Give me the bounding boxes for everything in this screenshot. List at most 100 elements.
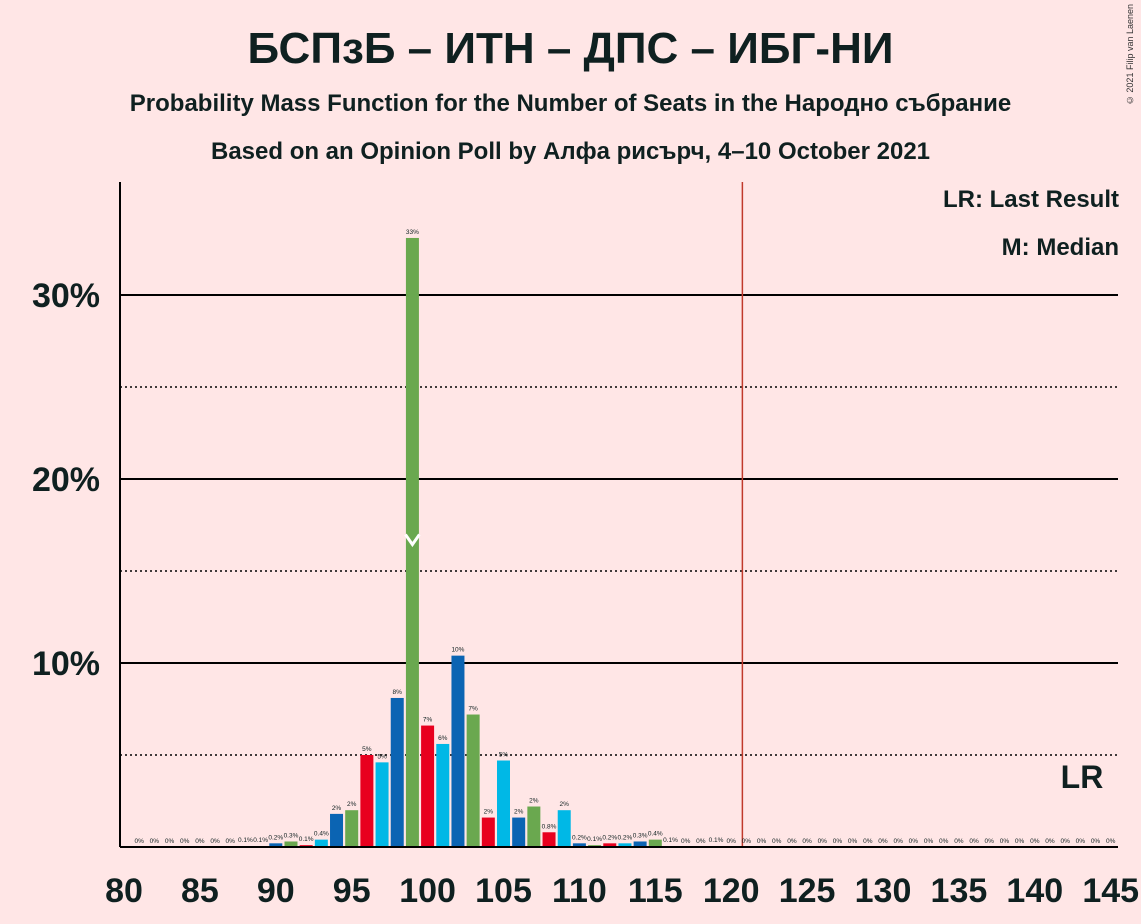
- y-tick-label: 20%: [32, 461, 100, 499]
- bar-value-label: 5%: [362, 746, 372, 753]
- bar-value-label: 0%: [1030, 838, 1040, 845]
- bar-value-label: 0%: [878, 838, 888, 845]
- bar-value-label: 0.2%: [618, 834, 633, 841]
- bar-value-label: 0%: [772, 838, 782, 845]
- bar-value-label: 0%: [1060, 838, 1070, 845]
- x-tick-label: 100: [399, 872, 456, 910]
- bar-value-label: 5%: [499, 752, 509, 759]
- bar-seats-101: [436, 743, 450, 847]
- bar-value-label: 0%: [1091, 838, 1101, 845]
- bar-value-label: 7%: [468, 706, 478, 713]
- bar-value-label: 0%: [1106, 838, 1116, 845]
- x-tick-label: 115: [628, 872, 683, 910]
- bar-value-label: 0%: [180, 838, 190, 845]
- bar-value-label: 0%: [195, 838, 205, 845]
- bar-value-label: 0%: [985, 838, 995, 845]
- bar-seats-105: [497, 760, 510, 847]
- bar-seats-114: [633, 841, 647, 847]
- bar-value-label: 2%: [529, 798, 539, 805]
- bar-value-label: 0%: [924, 838, 934, 845]
- bar-value-label: 0%: [909, 838, 919, 845]
- x-tick-label: 125: [779, 872, 836, 910]
- x-tick-label: 140: [1006, 872, 1063, 910]
- bar-value-label: 0%: [893, 838, 903, 845]
- bar-value-label: 0.1%: [587, 836, 602, 843]
- x-tick-label: 105: [475, 872, 532, 910]
- bar-value-label: 0%: [848, 838, 858, 845]
- bar-seats-113: [618, 843, 632, 847]
- bar-value-label: 0%: [681, 838, 691, 845]
- bar-value-label: 0%: [210, 838, 220, 845]
- bar-seats-110: [572, 843, 586, 847]
- bar-value-label: 0%: [954, 838, 964, 845]
- bar-value-label: 33%: [406, 229, 419, 236]
- bar-seats-91: [284, 841, 298, 847]
- bar-value-label: 0.2%: [572, 834, 587, 841]
- bar-seats-90: [269, 843, 283, 847]
- bar-seats-103: [466, 714, 480, 847]
- bar-value-label: 0.2%: [602, 834, 617, 841]
- bar-seats-95: [345, 810, 359, 847]
- x-tick-label: 120: [703, 872, 760, 910]
- chart-subtitle: Probability Mass Function for the Number…: [129, 90, 1012, 117]
- bar-value-label: 0.2%: [268, 834, 283, 841]
- bar-value-label: 8%: [393, 689, 403, 696]
- bar-value-label: 0.4%: [314, 831, 329, 838]
- bar-seats-98: [390, 697, 404, 847]
- x-tick-label: 80: [105, 872, 143, 910]
- bar-value-label: 0%: [226, 838, 236, 845]
- bar-value-label: 0%: [802, 838, 812, 845]
- bar-seats-102: [451, 655, 465, 847]
- bar-value-label: 2%: [332, 805, 342, 812]
- bar-value-label: 0%: [818, 838, 828, 845]
- chart-source: Based on an Opinion Poll by Алфа рисърч,…: [210, 138, 931, 165]
- bar-value-label: 0%: [833, 838, 843, 845]
- bar-value-label: 0.1%: [253, 837, 268, 844]
- bar-value-label: 0%: [939, 838, 949, 845]
- bar-seats-108: [542, 832, 556, 847]
- bar-value-label: 2%: [560, 801, 570, 808]
- bar-value-label: 0%: [1000, 838, 1010, 845]
- x-tick-label: 95: [333, 872, 371, 910]
- bar-value-label: 0.1%: [238, 837, 253, 844]
- y-tick-label: 30%: [32, 277, 100, 315]
- chart-title: БСПзБ – ИТН – ДПС – ИБГ-НИ: [247, 24, 894, 73]
- x-tick-label: 130: [855, 872, 912, 910]
- bar-seats-109: [557, 810, 571, 847]
- bar-seats-106: [512, 817, 526, 847]
- bar-seats-112: [603, 843, 617, 847]
- bar-value-label: 0%: [150, 838, 160, 845]
- bar-value-label: 7%: [423, 717, 433, 724]
- bar-seats-104: [481, 817, 495, 847]
- bar-value-label: 2%: [484, 809, 494, 816]
- bar-seats-107: [527, 806, 541, 847]
- bar-value-label: 0%: [1015, 838, 1025, 845]
- bar-value-label: 0.3%: [633, 832, 648, 839]
- bar-value-label: 0.1%: [709, 837, 724, 844]
- legend-median: M: Median: [1001, 234, 1119, 261]
- bar-value-label: 0%: [134, 838, 144, 845]
- bar-value-label: 0.4%: [648, 831, 663, 838]
- bar-seats-93: [314, 839, 328, 847]
- bar-value-label: 0.3%: [284, 832, 299, 839]
- bar-value-label: 0.1%: [299, 836, 314, 843]
- x-tick-label: 145: [1082, 872, 1139, 910]
- bar-value-label: 0%: [757, 838, 767, 845]
- bar-value-label: 0%: [969, 838, 979, 845]
- bar-value-label: 0%: [863, 838, 873, 845]
- bar-value-label: 0%: [1045, 838, 1055, 845]
- bar-value-label: 10%: [451, 647, 464, 654]
- bar-value-label: 2%: [514, 809, 524, 816]
- bar-seats-94: [330, 813, 344, 847]
- bar-seats-97: [375, 762, 389, 847]
- x-tick-label: 110: [552, 872, 607, 910]
- bar-seats-96: [360, 755, 374, 847]
- bar-value-label: 0.1%: [663, 837, 678, 844]
- legend-last-result: LR: Last Result: [942, 186, 1119, 213]
- x-tick-label: 85: [181, 872, 219, 910]
- bar-value-label: 0%: [165, 838, 175, 845]
- bar-value-label: 0%: [726, 838, 736, 845]
- bar-value-label: 5%: [377, 753, 387, 760]
- bar-value-label: 0%: [787, 838, 797, 845]
